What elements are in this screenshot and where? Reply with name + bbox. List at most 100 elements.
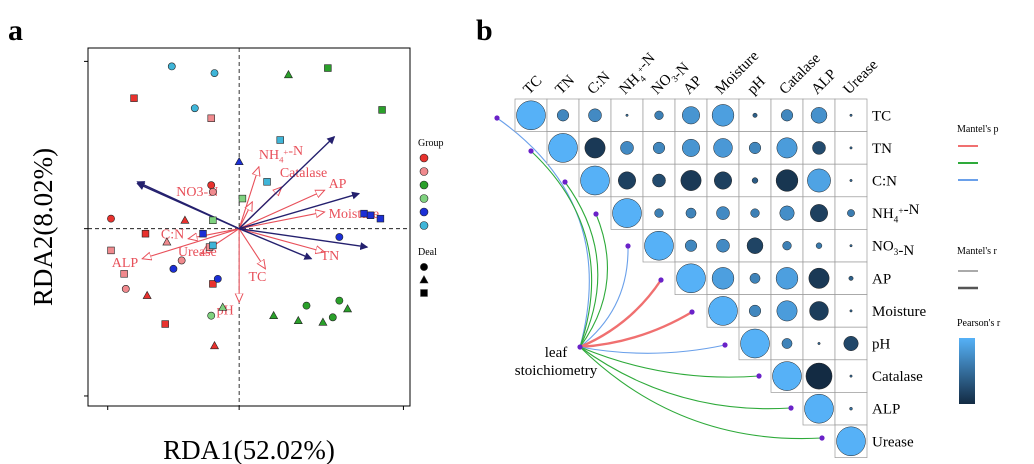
correlation-circle-moisture-alp	[809, 301, 829, 321]
mantel-link-end-dot-tc	[494, 115, 500, 121]
correlation-circle-ap-ph	[749, 272, 761, 284]
env-vector-label-catalase: Catalase	[280, 166, 327, 181]
correlation-circle-no3-n-catalase	[782, 241, 792, 251]
correlation-circle-moisture-ph	[748, 304, 762, 317]
mantel-link-end-dot-tn	[528, 148, 534, 154]
correlation-circle-nh4-n-no3-n	[654, 208, 664, 218]
env-vector-label-ph: pH	[217, 303, 234, 318]
correlation-circle-tc-no3-n	[654, 110, 664, 120]
correlation-circle-ap-moisture	[711, 267, 735, 290]
point-cs-l	[213, 274, 222, 283]
mantel-link-alp	[579, 346, 792, 410]
point-as-h	[209, 280, 217, 288]
correlation-circle-c-n-alp	[807, 168, 831, 193]
correlation-circle-moisture-urease	[849, 309, 853, 313]
correlation-circle-urease-urease	[836, 426, 866, 457]
correlation-circle-ap-ap	[676, 263, 706, 294]
legend-deal-swatch-l	[420, 263, 428, 271]
point-ah-h	[120, 270, 128, 278]
correlation-circle-c-n-ph	[751, 177, 759, 184]
point-bs-h	[324, 64, 332, 72]
correlation-circle-tc-moisture	[711, 104, 735, 127]
panel-a-label: a	[8, 14, 23, 47]
point-ah-l	[121, 284, 130, 293]
correlation-circle-no3-n-urease	[849, 244, 853, 248]
column-label-ph: pH	[745, 73, 769, 97]
env-vector-c-n	[188, 228, 240, 239]
mantel-link-end-dot-c-n	[562, 179, 568, 185]
point-as-h	[141, 229, 150, 238]
correlation-circle-nh4-n-nh4-n	[612, 198, 642, 228]
correlation-circle-c-n-moisture	[714, 171, 732, 190]
point-cs-l	[335, 233, 344, 241]
mantel-link-end-dot-ph	[722, 342, 728, 348]
mantel-link-moisture	[579, 310, 693, 349]
mantel-link-end-dot-alp	[788, 405, 794, 411]
panel-a: a NH4+-NCatalaseAPNO3-NMoistureC:NALPUre…	[8, 14, 444, 464]
point-ah-h	[207, 114, 215, 122]
correlation-circle-no3-n-alp	[815, 242, 823, 249]
correlation-circle-tc-tn	[556, 109, 570, 122]
point-cs-l	[169, 264, 178, 273]
correlation-circle-ph-urease	[843, 336, 859, 351]
point-as-m	[209, 340, 220, 350]
correlation-circle-tn-no3-n	[652, 141, 666, 154]
mantel-link-end-dot-nh4-n	[593, 211, 599, 217]
point-ch-h	[209, 241, 217, 250]
row-label-ap: AP	[872, 271, 891, 287]
point-cs-h	[376, 214, 385, 223]
env-vector-tn	[238, 228, 324, 252]
correlation-circle-ph-alp	[817, 342, 821, 345]
correlation-circle-tn-moisture	[713, 138, 733, 158]
point-bs-l	[302, 301, 311, 310]
correlation-circle-catalase-urease	[849, 374, 853, 378]
response-vector-ln-lp	[238, 228, 313, 260]
mantel-source-dot	[577, 344, 583, 350]
env-vector-label-ap: AP	[329, 177, 347, 192]
column-label-tc: TC	[521, 73, 546, 98]
mantel-link-end-dot-urease	[819, 435, 825, 441]
correlation-circle-nh4-n-catalase	[779, 205, 795, 221]
source-label-line2: stoichiometry	[515, 363, 598, 379]
correlation-circle-nh4-n-moisture	[716, 206, 730, 220]
env-vector-nh4-n	[238, 167, 259, 229]
correlation-circle-ph-catalase	[781, 338, 793, 349]
mantel-link-no3-n	[579, 245, 629, 348]
env-vector-moisture	[239, 212, 324, 230]
correlation-circle-c-n-c-n	[580, 165, 610, 196]
env-vector-no3-n	[238, 202, 252, 229]
column-label-c-n: C:N	[585, 69, 614, 98]
correlation-circle-nh4-n-ph	[750, 208, 760, 218]
legend-pearson-title: Pearson's r	[957, 318, 1001, 329]
correlation-circle-no3-n-ap	[684, 239, 698, 252]
correlation-circle-ap-alp	[808, 267, 830, 289]
source-label-line1: leaf	[545, 345, 567, 361]
correlation-circle-tc-tc	[516, 100, 546, 131]
column-label-tn: TN	[553, 72, 579, 98]
correlation-circle-tc-urease	[849, 113, 853, 117]
axis-ticks	[84, 60, 404, 410]
point-bh-h	[238, 194, 247, 203]
correlation-circle-c-n-nh4-n	[618, 171, 636, 190]
row-label-catalase: Catalase	[872, 369, 923, 385]
point-bs-m	[343, 304, 353, 313]
mantel-link-ap	[579, 279, 662, 349]
legend-a: Group Deal	[418, 138, 444, 297]
point-ch-h	[276, 136, 284, 144]
response-vectors	[136, 135, 369, 260]
legend-group-swatch-ah	[419, 167, 429, 176]
response-vector-lc-ln	[238, 191, 361, 230]
correlation-circle-tc-nh4-n	[625, 113, 629, 117]
mantel-link-end-dot-catalase	[756, 373, 762, 379]
mantel-links	[494, 115, 825, 441]
correlation-circle-moisture-catalase	[776, 300, 798, 322]
correlation-circle-tn-urease	[849, 146, 853, 150]
point-ah-h	[107, 246, 115, 255]
row-label-moisture: Moisture	[872, 304, 927, 320]
legend-group-swatch-as	[419, 153, 429, 163]
row-label-alp: ALP	[872, 402, 900, 418]
legend-r-title: Mantel's r	[957, 246, 998, 257]
